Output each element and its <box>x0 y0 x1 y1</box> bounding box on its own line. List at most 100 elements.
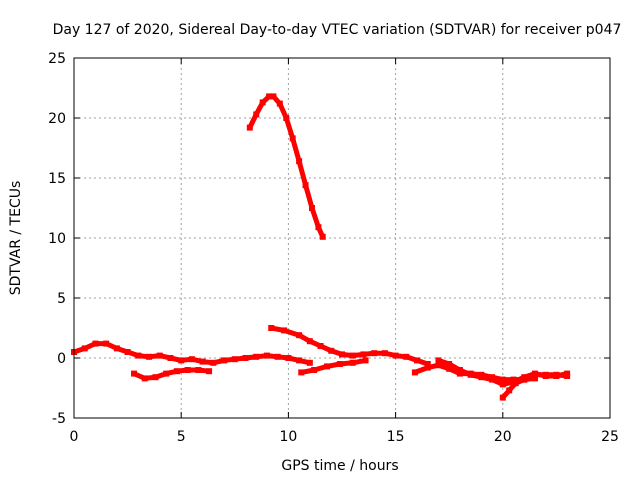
data-point <box>564 370 571 377</box>
y-tick-label: 0 <box>57 351 66 367</box>
data-point <box>521 376 528 383</box>
data-point <box>221 357 228 364</box>
data-point <box>253 111 260 118</box>
data-point <box>542 373 549 379</box>
series-arc-high <box>246 93 326 240</box>
data-point <box>135 352 142 359</box>
data-point <box>268 325 275 331</box>
data-point <box>253 353 260 360</box>
x-axis-label: GPS time / hours <box>281 458 398 474</box>
data-point <box>302 182 309 189</box>
data-point <box>296 332 303 339</box>
data-point <box>283 115 290 121</box>
data-point <box>446 361 453 367</box>
data-point <box>311 367 318 373</box>
y-tick-label: 15 <box>48 171 66 187</box>
data-point <box>270 93 277 100</box>
series-arc-secondary <box>268 325 431 367</box>
data-point <box>531 375 538 382</box>
data-point <box>392 352 399 359</box>
series-arc-dip <box>131 367 213 382</box>
data-point <box>456 367 463 373</box>
data-point <box>298 369 305 376</box>
series-arc-mid <box>298 357 369 376</box>
x-tick-label: 0 <box>70 429 79 445</box>
data-point <box>349 352 356 359</box>
data-point <box>349 359 356 366</box>
data-point <box>489 376 496 383</box>
data-point <box>435 357 442 364</box>
data-point <box>124 349 131 355</box>
data-point <box>289 135 296 142</box>
series-arc-final <box>499 375 538 401</box>
data-point <box>499 394 506 401</box>
x-tick-label: 15 <box>387 429 405 445</box>
data-point <box>131 370 138 377</box>
x-tick-label: 20 <box>494 429 512 445</box>
data-point <box>184 367 191 373</box>
data-point <box>531 370 538 377</box>
data-point <box>195 367 202 373</box>
data-point <box>210 359 217 366</box>
data-point <box>242 355 249 361</box>
data-point <box>381 350 388 357</box>
data-point <box>266 93 273 100</box>
x-tick-label: 25 <box>601 429 619 445</box>
data-point <box>263 352 270 359</box>
data-point <box>478 374 485 381</box>
data-point <box>319 233 326 240</box>
data-point <box>424 361 431 367</box>
data-point <box>360 351 367 358</box>
data-point <box>281 327 288 334</box>
data-point <box>274 353 281 360</box>
data-point <box>259 99 266 106</box>
data-point <box>336 361 343 367</box>
data-point <box>499 381 506 388</box>
data-point <box>306 338 313 345</box>
data-point <box>323 363 330 370</box>
data-point <box>103 340 110 347</box>
data-point <box>308 205 315 211</box>
data-point <box>206 368 213 375</box>
y-tick-label: 20 <box>48 111 66 127</box>
data-point <box>328 347 335 354</box>
data-point <box>141 375 148 382</box>
data-point <box>296 158 303 165</box>
data-point <box>506 387 513 394</box>
data-point <box>167 355 174 361</box>
data-point <box>446 365 453 372</box>
data-point <box>403 353 410 360</box>
data-point <box>512 380 519 387</box>
data-point <box>456 370 463 377</box>
data-point <box>296 357 303 364</box>
data-point <box>178 357 185 364</box>
data-point <box>414 357 421 364</box>
data-point <box>467 371 474 378</box>
data-point <box>499 376 506 383</box>
data-point <box>306 359 313 366</box>
y-tick-label: -5 <box>52 411 66 427</box>
data-point <box>371 350 378 357</box>
data-point <box>81 345 88 352</box>
data-point <box>173 368 180 375</box>
data-point <box>424 364 431 371</box>
data-point <box>113 345 120 352</box>
data-point <box>231 356 238 363</box>
chart-title: Day 127 of 2020, Sidereal Day-to-day VTE… <box>53 22 622 38</box>
data-point <box>315 224 322 231</box>
data-series <box>71 93 571 401</box>
data-point <box>92 340 99 347</box>
y-axis-label: SDTVAR / TECUs <box>8 181 24 296</box>
data-point <box>276 100 283 107</box>
data-point <box>146 353 153 360</box>
data-point <box>435 362 442 369</box>
y-tick-label: 10 <box>48 231 66 247</box>
y-tick-label: 25 <box>48 51 66 67</box>
data-point <box>199 358 206 365</box>
data-point <box>339 351 345 358</box>
data-point <box>553 373 560 379</box>
data-point <box>246 124 253 131</box>
data-point <box>317 343 324 349</box>
